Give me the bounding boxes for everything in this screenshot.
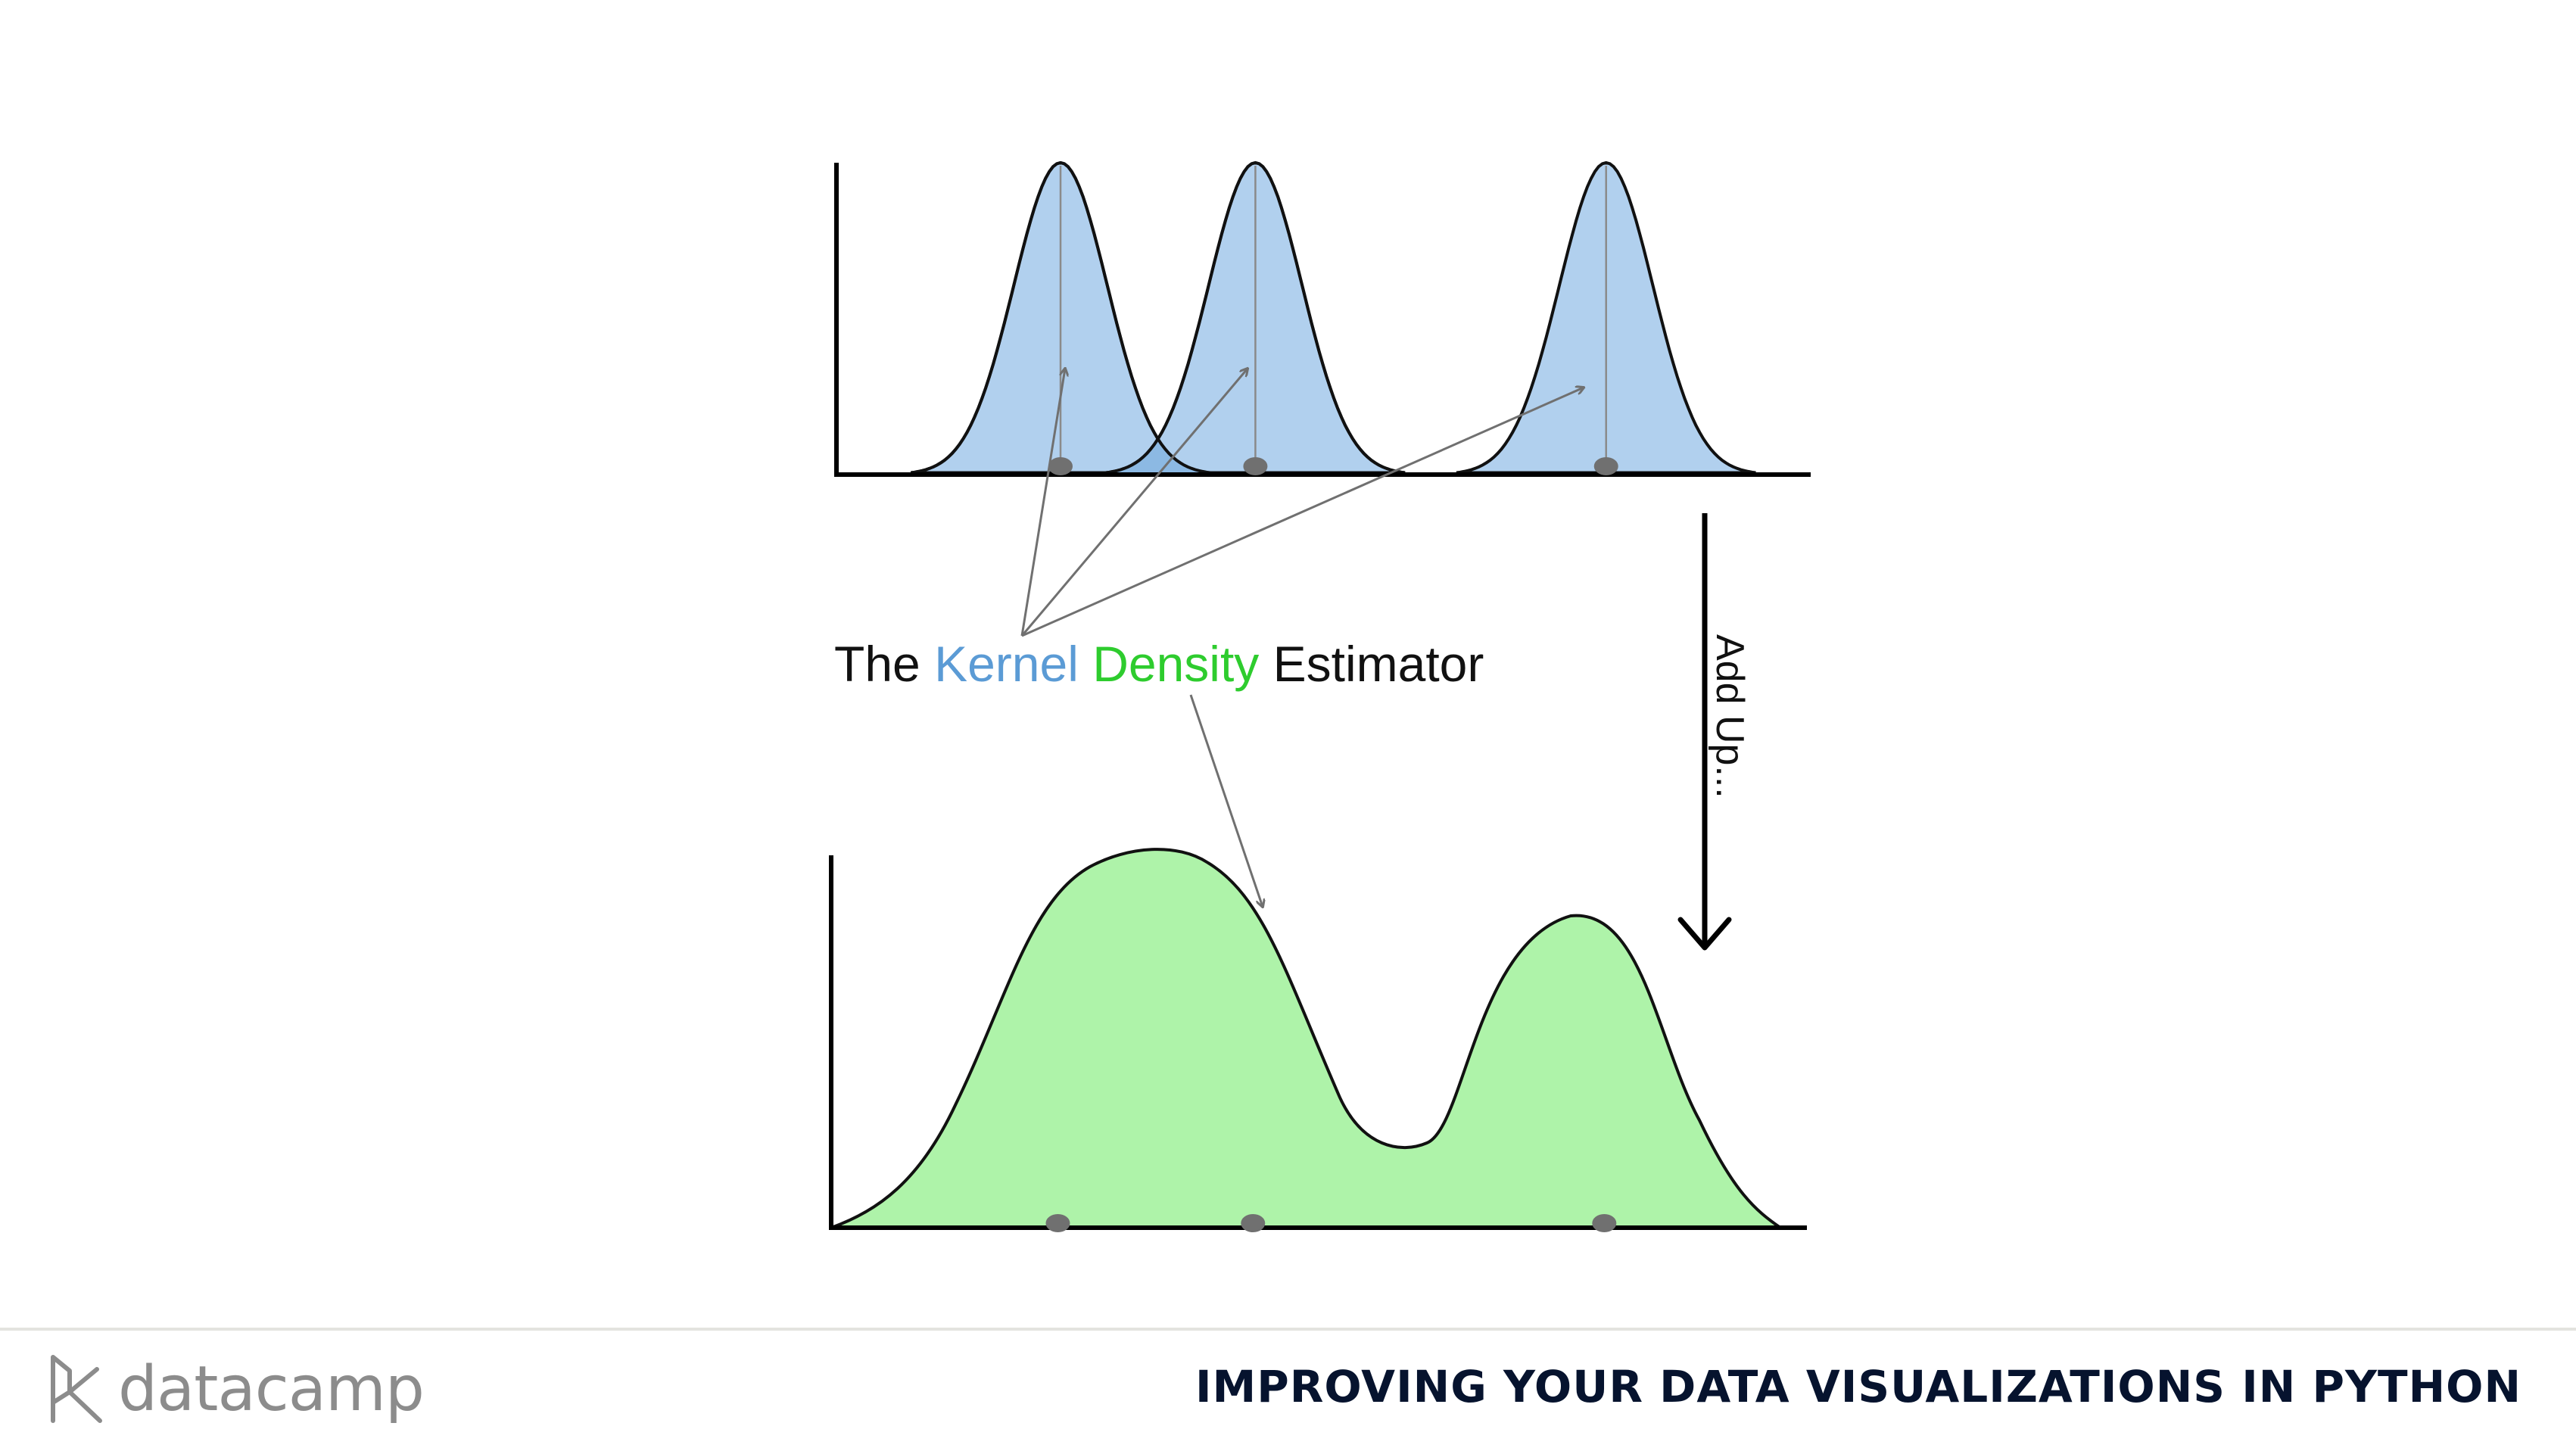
pointer-arrow	[1021, 388, 1584, 637]
caption-kernel: Kernel	[934, 636, 1079, 692]
kernel-outline	[1105, 160, 1406, 475]
add-up-arrow-head	[1677, 917, 1732, 951]
kde-diagram: The Kernel Density Estimator Add Up...	[829, 160, 1811, 1232]
kernels-chart	[834, 160, 1811, 477]
caption-density: Density	[1092, 636, 1259, 692]
kde-caption: The Kernel Density Estimator	[834, 636, 1484, 692]
data-point	[1241, 1214, 1266, 1232]
datacamp-logo[interactable]: datacamp	[47, 1347, 425, 1431]
pointer-arrow	[1189, 694, 1263, 907]
add-up-arrow: Add Up...	[1677, 513, 1752, 951]
datacamp-wordmark: datacamp	[118, 1353, 425, 1425]
caption-estimator: Estimator	[1273, 636, 1484, 692]
add-up-label: Add Up...	[1708, 634, 1752, 799]
kernel-outline	[911, 160, 1210, 475]
annotation-arrows	[1020, 369, 1584, 907]
density-curve	[830, 848, 1786, 1229]
data-point	[1048, 457, 1073, 475]
density-chart	[829, 848, 1807, 1232]
pointer-arrow	[1020, 369, 1248, 637]
pointer-arrow	[1020, 369, 1065, 637]
caption-the: The	[834, 636, 920, 692]
data-point	[1592, 1214, 1617, 1232]
course-title: IMPROVING YOUR DATA VISUALIZATIONS IN PY…	[1195, 1361, 2521, 1412]
data-point	[1045, 1214, 1070, 1232]
data-point	[1593, 457, 1618, 475]
datacamp-logo-icon	[51, 1355, 102, 1423]
data-point	[1243, 457, 1268, 475]
footer-divider	[0, 1328, 2576, 1331]
